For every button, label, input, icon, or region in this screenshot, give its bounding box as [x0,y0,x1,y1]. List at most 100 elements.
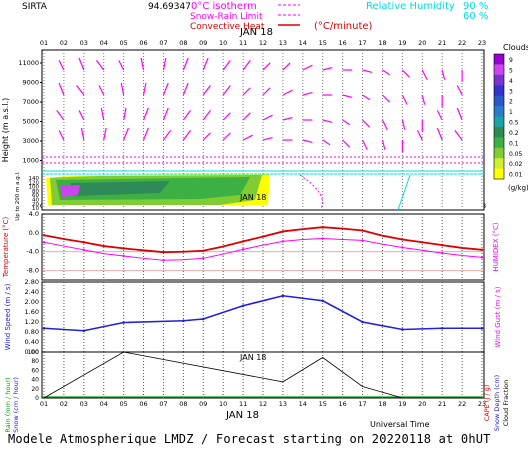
rh-legend-label: Relative Humidity [366,1,455,12]
wind-arrow [242,134,253,141]
hour-tick-label: 04 [100,400,108,408]
wind-tick-label: 0.00 [25,348,39,356]
temperature-point [361,229,364,232]
rain-tick-label: 100 [28,349,40,356]
lower-height-tick-label: 80 [32,189,39,195]
temperature-point [440,243,444,247]
wind-tick-label: 2.80 [25,278,39,286]
temperature-point [122,247,125,250]
wind-arrow [242,112,251,121]
rh-60-label: 60 % [463,11,488,22]
rain-tick-label: 60 [31,367,39,374]
wind-arrow [362,139,368,150]
wind-arrow [322,119,333,123]
hour-tick-label: 13 [279,400,287,408]
wind-speed-point [241,304,245,308]
hour-tick-label: 17 [358,400,366,408]
hour-tick-label: 08 [179,39,187,47]
wind-arrow [222,112,231,121]
wind-tick-label: 0.40 [25,338,39,346]
wind-arrow [362,69,373,73]
hour-tick-label: 03 [80,400,88,408]
hour-tick-label: 09 [199,400,207,408]
wind-arrow [182,57,189,71]
temperature-point [202,257,205,260]
hour-tick-label: 13 [279,39,287,47]
wind-arrow [242,60,251,71]
clouds-legend-swatch [494,85,504,97]
temperature-series-line [43,238,483,261]
wind-arrow [421,69,428,80]
hour-tick-label: 18 [378,400,386,408]
wind-arrow [401,69,410,78]
lower-height-axis-label: Up to 200 m a.g.l. [15,171,21,221]
wind-arrow [120,82,125,96]
wind-arrow [282,89,293,96]
wind-arrow [456,85,463,96]
temperature-point [401,246,404,249]
hour-tick-label: 09 [199,39,207,47]
temperature-tick-label: -8.0 [26,267,39,275]
wind-arrow [162,130,172,141]
date-label-panel4: JAN 18 [239,353,266,362]
wind-arrow [456,107,463,121]
wind-arrow [58,60,65,71]
temperature-point [82,248,86,252]
lower-height-tick-label: 20 [32,202,39,208]
hour-tick-label: 21 [438,400,446,408]
hour-tick-label: 15 [319,39,327,47]
wind-arrow [262,62,271,71]
wind-arrow [202,57,209,71]
wind-speed-point [440,326,444,330]
clouds-legend-level: 0.2 [509,130,519,137]
rain-tick-label: 40 [31,377,39,384]
wind-arrow [436,110,443,121]
wind-arrow [78,57,85,71]
wind-arrow [362,119,371,128]
hour-tick-label: 06 [139,39,147,47]
clouds-legend-swatch [494,116,504,128]
temperature-point [321,226,324,229]
clouds-legend-level: 0.05 [509,151,523,158]
wind-arrow [302,92,313,96]
wind-arrow [202,85,211,96]
hour-tick-label: 22 [458,400,466,408]
hour-tick-label: 02 [60,39,68,47]
clouds-legend-swatch [494,64,504,76]
temperature-axis-label: Temperature (°C) [2,217,10,279]
wind-speed-point [201,317,205,321]
wind-arrow [142,82,147,96]
clouds-legend-level: 0.5 [509,120,519,127]
lower-height-tick-label: 100 [29,185,40,191]
hour-tick-label: 16 [338,39,346,47]
cloud-fraction-axis-label: Cloud Fraction [502,380,510,427]
cloud-layer-darkgreen [70,181,170,196]
site-coords: 94.69347 [148,2,191,12]
wind-arrow [76,85,85,96]
date-label-top: JAN 18 [239,27,273,38]
x-axis-label: Universal Time [370,420,430,429]
wind-arrow [382,94,391,103]
wind-arrow [436,127,443,141]
snow-depth-axis-label: Snow Depth (cm) [493,375,501,431]
panel3-frame [41,281,485,353]
date-label-bottom: JAN 18 [225,410,259,421]
wind-arrow [103,127,107,141]
temperature-point [162,259,165,262]
temperature-point [202,249,205,252]
wind-arrow [416,130,423,141]
clouds-legend-swatch [494,147,504,159]
clouds-legend-swatch [494,106,504,117]
wind-arrow [123,107,127,121]
wind-arrow [302,64,313,71]
clouds-legend-title: Clouds [503,43,528,52]
wind-arrow [202,110,211,121]
temperature-point [281,230,285,233]
hour-tick-label: 04 [100,39,108,47]
wind-arrow [58,82,65,96]
hour-tick-label: 10 [219,400,227,408]
wind-tick-label: 1.20 [25,318,39,326]
temperature-series-line [43,226,483,254]
hour-tick-label: 05 [119,39,127,47]
